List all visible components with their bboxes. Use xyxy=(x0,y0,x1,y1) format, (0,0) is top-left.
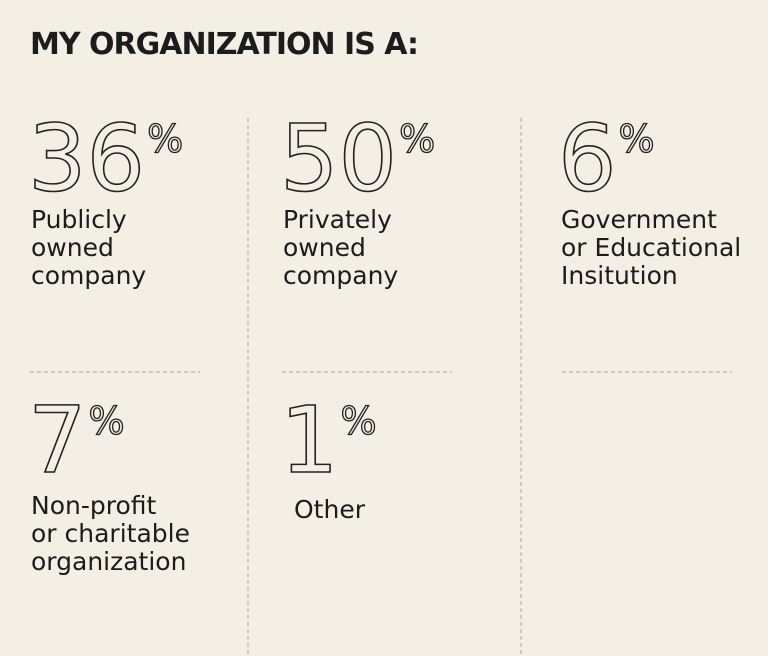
stat-label: Publicly xyxy=(31,205,127,234)
stat-unit: % xyxy=(89,399,125,443)
stat-unit: % xyxy=(147,117,183,161)
stat-label: or Educational xyxy=(561,233,741,262)
stat-value: 36 xyxy=(28,105,145,212)
title: MY ORGANIZATION IS A: xyxy=(30,27,418,62)
stat-label: or charitable xyxy=(31,519,190,548)
stat-value: 50 xyxy=(280,105,397,212)
stat-label: company xyxy=(31,261,146,290)
stat-value: 1 xyxy=(280,387,339,494)
stat-label: Privately xyxy=(283,205,392,234)
stat-label: Insitution xyxy=(561,261,678,290)
stat-unit: % xyxy=(399,117,435,161)
stat-value: 6 xyxy=(558,105,617,212)
stat-label: organization xyxy=(31,547,186,576)
stat-label: Non-profit xyxy=(31,491,157,520)
stat-unit: % xyxy=(619,117,655,161)
stat-label: company xyxy=(283,261,398,290)
stat-unit: % xyxy=(341,399,377,443)
stat-label: owned xyxy=(31,233,114,262)
stat-label: owned xyxy=(283,233,366,262)
stat-label: Other xyxy=(294,495,366,524)
stat-value: 7 xyxy=(28,387,87,494)
stat-label: Government xyxy=(561,205,717,234)
